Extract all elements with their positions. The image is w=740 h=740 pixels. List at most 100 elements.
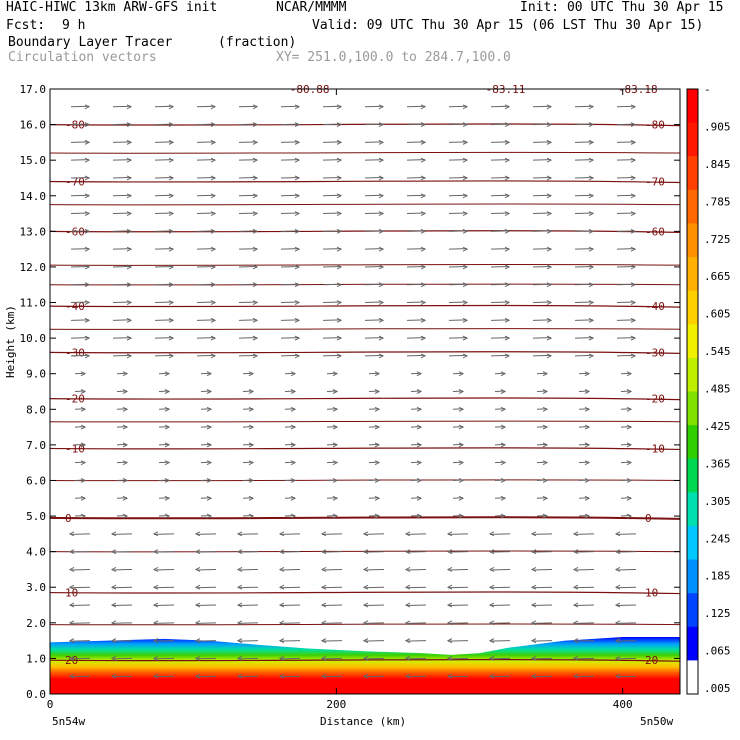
vector-arrowhead (126, 353, 133, 359)
vector-arrow (238, 123, 258, 126)
vector-arrowhead (362, 655, 369, 661)
vector-arrowhead (164, 460, 171, 466)
vector-arrowhead (378, 335, 385, 341)
vector-arrow (405, 586, 427, 589)
vector-arrow (448, 337, 468, 339)
vector-arrow (447, 551, 469, 553)
vector-arrow (574, 354, 594, 357)
vector-arrowhead (420, 282, 427, 288)
vector-arrowhead (168, 211, 175, 217)
vector-arrowhead (542, 478, 549, 483)
vector-arrowhead (378, 282, 385, 288)
vector-arrowhead (252, 122, 259, 128)
field-units: (fraction) (218, 35, 297, 50)
vector-arrow (616, 194, 636, 197)
vector-arrow (405, 675, 427, 678)
vector-arrow (112, 194, 132, 197)
vector-arrow (532, 337, 552, 339)
vector-arrow (321, 533, 343, 535)
vector-arrowhead (504, 264, 511, 270)
vector-arrow (196, 301, 216, 304)
colorbar-label: .545 (704, 345, 731, 358)
vector-arrowhead (626, 371, 633, 377)
vector-arrow (364, 319, 384, 321)
vector-arrowhead (206, 424, 213, 430)
vector-arrowhead (546, 175, 553, 181)
contour-line (49, 447, 681, 451)
y-tick-label: 11.0 (20, 297, 47, 310)
vector-arrowhead (332, 460, 339, 466)
vector-arrowhead (126, 317, 133, 323)
vector-arrow (322, 337, 342, 339)
vector-arrowhead (80, 495, 87, 501)
axes: 0.0 1.0 2.0 3.0 4.0 5.0 6.0 7.0 8.0 9.0 10.0 11.0 12… (20, 83, 681, 711)
contour-label: 10 (65, 587, 78, 600)
vector-arrowhead (248, 371, 255, 377)
vector-arrowhead (630, 246, 637, 252)
vector-arrowhead (462, 157, 469, 163)
vector-arrowhead (336, 353, 343, 359)
vector-arrow (448, 159, 468, 161)
tracer-field (50, 637, 680, 694)
vector-arrowhead (164, 442, 171, 448)
vector-arrowhead (122, 424, 129, 430)
vector-arrowhead (290, 424, 297, 430)
contour-label: -20 (65, 393, 85, 406)
vector-arrowhead (164, 513, 171, 519)
vector-arrow (153, 551, 175, 553)
vector-arrow (615, 640, 637, 642)
vector-arrowhead (546, 300, 553, 305)
vector-arrow (489, 568, 511, 571)
vector-arrowhead (336, 139, 343, 145)
vector-arrow (238, 319, 258, 321)
vector-arrow (489, 586, 511, 589)
vector-arrowhead (546, 264, 553, 270)
vector-arrow (69, 551, 91, 553)
colorbar-swatch (687, 290, 698, 325)
vector-arrow (279, 568, 301, 571)
vector-arrowhead (168, 282, 175, 288)
vector-arrowhead (206, 513, 213, 519)
vector-arrowhead (488, 566, 495, 572)
vector-arrowhead (458, 406, 465, 412)
vector-arrowhead (420, 211, 427, 217)
vector-arrowhead (80, 371, 87, 377)
vector-arrow (532, 283, 552, 286)
vector-arrow (615, 657, 637, 660)
field-name: Boundary Layer Tracer (8, 35, 173, 50)
vector-arrow (448, 105, 468, 108)
vector-arrow (112, 283, 132, 286)
vector-arrowhead (588, 264, 595, 270)
vector-arrow (154, 123, 174, 126)
vector-arrowhead (122, 406, 129, 412)
vector-arrowhead (378, 193, 385, 199)
colorbar-swatch (687, 89, 698, 124)
vector-arrowhead (378, 139, 385, 145)
vector-arrowhead (462, 300, 469, 305)
vector-arrowhead (588, 282, 595, 288)
vector-arrowhead (252, 353, 259, 359)
init-time: Init: 00 UTC Thu 30 Apr 15 (520, 0, 724, 15)
vector-arrowhead (278, 602, 285, 608)
vector-arrowhead (542, 513, 549, 519)
vector-arrowhead (168, 122, 175, 128)
vector-arrow (532, 123, 552, 126)
vector-arrowhead (626, 495, 633, 501)
vector-arrow (70, 123, 90, 126)
vector-arrowhead (168, 228, 175, 234)
vector-arrow (238, 141, 258, 143)
vector-arrow (405, 640, 427, 642)
vector-arrowhead (530, 566, 537, 572)
vector-arrowhead (378, 211, 385, 217)
vector-arrowhead (126, 211, 133, 217)
vector-arrowhead (206, 495, 213, 501)
x-tick-label: 400 (613, 698, 633, 711)
vector-arrowhead (210, 228, 217, 234)
vector-arrowhead (248, 424, 255, 430)
vector-arrowhead (614, 531, 621, 537)
vector-arrowhead (336, 211, 343, 217)
vector-arrowhead (152, 602, 159, 608)
vector-arrowhead (290, 371, 297, 377)
vector-arrow (237, 568, 259, 571)
vector-arrowhead (248, 513, 255, 519)
